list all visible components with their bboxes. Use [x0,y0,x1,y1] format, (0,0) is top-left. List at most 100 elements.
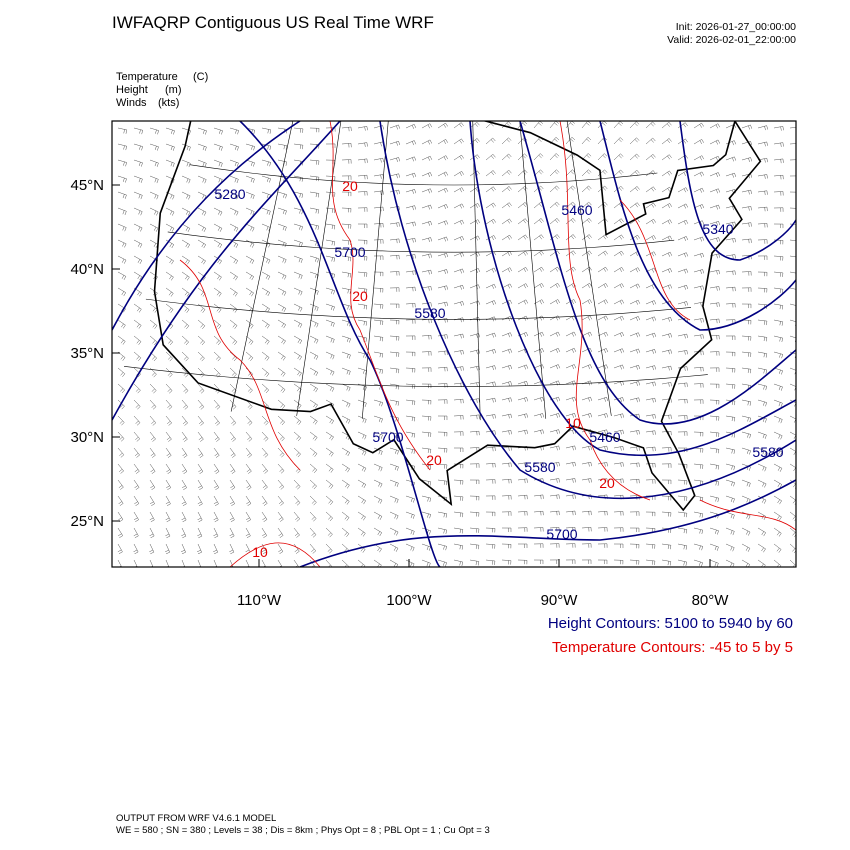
wind-barb [149,495,155,506]
wind-barb [197,351,205,362]
wind-barb [549,543,560,548]
wind-barb [293,303,303,312]
wind-barb [693,285,704,291]
wind-barb [741,124,753,130]
wind-barb [293,143,304,150]
wind-barb [741,287,752,292]
height-contour [112,121,341,421]
wind-barb [469,543,480,550]
wind-barb [389,351,400,357]
lon-label: 80°W [692,592,730,609]
wind-barb [773,495,782,505]
wind-barb [613,348,625,354]
wind-barb [421,188,433,194]
wind-barb [565,527,576,532]
wind-barb [133,527,139,539]
wind-barb [309,175,320,182]
wind-barb [629,137,640,145]
wind-barb [597,429,608,435]
wind-barb [565,331,577,337]
wind-barb [693,527,703,535]
wind-barb [405,140,417,146]
wind-barb [149,191,159,200]
wind-barb [117,127,128,134]
wind-barb [693,543,703,551]
wind-barb [501,186,512,193]
wind-barb [373,527,382,537]
ticks [112,184,711,567]
wind-barb [373,287,384,293]
wind-barb [181,255,190,265]
wind-barb [133,447,140,458]
wind-barb [757,383,767,391]
wind-barb [693,334,704,339]
wind-barb [149,335,158,346]
wind-barb [309,415,318,425]
wind-barb [245,255,255,264]
wind-barb [469,349,480,355]
wind-barb [533,218,544,225]
wind-barb [453,398,464,404]
wind-barb [341,479,350,489]
wind-barb [421,237,432,243]
wind-barb [229,287,238,297]
wind-barb [629,397,640,403]
wind-barb [357,543,366,553]
wind-barb [789,271,796,278]
wind-barb [597,153,608,161]
state-line [230,121,294,412]
wind-barb [277,303,287,313]
wind-barb [117,319,126,329]
wind-barb [533,543,544,548]
wind-barb [213,511,219,523]
wind-barb [277,207,287,215]
wind-barb [501,332,513,338]
wind-barb [741,271,752,276]
wind-barb [581,478,592,483]
wind-barb [181,319,190,330]
wind-barb [421,334,432,340]
wind-barb [693,383,704,388]
wind-barb [501,559,512,565]
wind-barb [549,461,560,467]
wind-barb [661,235,673,241]
wind-barb [453,543,464,550]
wind-barb [549,510,560,516]
wind-barb [517,462,528,467]
wind-barb [229,175,239,184]
wind-barb [757,399,767,407]
wind-barb [149,431,156,442]
wind-barb [229,143,239,151]
wind-barb [709,559,719,567]
wind-barb [709,188,721,194]
wind-barb [133,319,142,329]
wind-barb [229,271,238,281]
wind-barb [245,207,255,216]
state-line [145,298,692,320]
wind-barb [613,397,625,402]
wind-barb [501,430,512,435]
wind-barb [293,271,303,280]
wind-barb [197,511,203,523]
wind-barb [277,351,286,361]
state-line [167,231,675,253]
wind-barb [709,221,721,226]
wind-barb [773,335,783,343]
wind-barb [773,399,783,408]
wind-barb [181,287,190,297]
wind-barb [341,351,351,359]
wind-barb [117,479,124,490]
wind-barb [293,239,303,247]
wind-barb [709,172,721,178]
wind-barb [261,351,270,361]
wind-barb [357,191,368,196]
temperature-legend: Temperature Contours: -45 to 5 by 5 [552,639,793,656]
wind-barb [597,413,608,419]
state-line [296,121,342,416]
map-frame [111,120,797,568]
wind-barb [389,447,399,455]
wind-barb [789,191,796,193]
wind-barb [261,431,269,442]
wind-barb [421,269,432,275]
